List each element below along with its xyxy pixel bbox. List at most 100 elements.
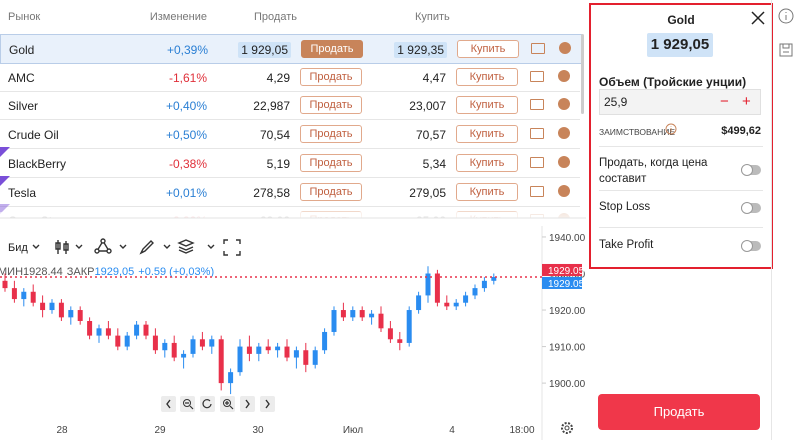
zoom-out[interactable] [180, 396, 195, 412]
candle-body [68, 310, 74, 318]
sell-value: 70,54 [259, 128, 290, 143]
market-row[interactable]: BlackBerry -0,38% 5,19 Продать 5,34 Купить [0, 146, 580, 178]
price-tag-label: 1929.05 [548, 279, 585, 290]
market-name: Silver [8, 99, 39, 114]
candle-body [77, 310, 83, 321]
save-tab[interactable] [778, 42, 794, 58]
reset[interactable] [200, 396, 215, 412]
candle-body [218, 339, 224, 384]
candle-icon[interactable] [55, 240, 69, 254]
candle-body [275, 346, 281, 351]
separator [599, 227, 763, 228]
candle-body [387, 328, 393, 340]
gear-hub [564, 425, 570, 431]
buy-button[interactable]: Купить [456, 67, 518, 86]
sell-button[interactable]: Продать [300, 96, 362, 115]
chevrons[interactable] [32, 244, 215, 249]
column-header: Купить [415, 11, 450, 23]
nav-right[interactable] [240, 396, 255, 412]
buy-button[interactable]: Купить [456, 182, 518, 201]
candle-body [115, 335, 121, 347]
market-row[interactable]: Gold +0,39% 1 929,05 Продать 1 929,35 Купить [0, 34, 582, 64]
nav-buttons[interactable] [161, 396, 275, 412]
sidebar [771, 0, 800, 440]
buy-price: 279,05 [366, 186, 446, 200]
take-profit-label: Take Profit [599, 239, 654, 251]
chart-icon[interactable] [530, 70, 544, 82]
stop-loss-toggle[interactable] [741, 202, 761, 214]
badge [0, 175, 10, 186]
fullscreen-icon[interactable] [223, 239, 241, 256]
buy-button[interactable]: Купить [457, 40, 519, 58]
sell-button[interactable]: Продать [300, 153, 362, 172]
settings[interactable] [561, 422, 573, 434]
plus-button[interactable]: + [742, 93, 751, 110]
sell-price: 1 929,05 [211, 42, 291, 58]
chart-icon[interactable] [530, 128, 544, 140]
gear[interactable] [561, 422, 573, 434]
watch-icon[interactable] [559, 42, 571, 54]
draw-icon[interactable] [95, 239, 111, 252]
candle-body [87, 321, 93, 336]
sell-when-toggle[interactable] [741, 164, 761, 176]
volume-value: 25,9 [604, 95, 628, 109]
sell-button[interactable]: Продать [300, 182, 362, 201]
buy-price: 70,57 [366, 128, 446, 142]
candle-body [331, 310, 337, 332]
buy-button[interactable]: Купить [456, 153, 518, 172]
chart-icon[interactable] [530, 185, 544, 197]
badge [0, 204, 10, 215]
separator [599, 146, 763, 147]
watch-icon[interactable] [558, 184, 570, 197]
order-panel: Gold 1 929,05 Объем (Тройские унции) 25,… [589, 3, 773, 269]
arrows [166, 399, 270, 409]
sell-price: 70,54 [210, 128, 290, 142]
sell-button[interactable]: Продать [300, 125, 362, 144]
candle-body [303, 350, 309, 365]
sell-price: 5,19 [210, 157, 290, 171]
panel-price: 1 929,05 [647, 33, 713, 57]
market-row[interactable]: Tesla +0,01% 278,58 Продать 279,05 Купить [0, 175, 580, 207]
toolbar[interactable] [32, 238, 241, 256]
chart-icon[interactable] [531, 43, 545, 54]
market-row[interactable]: AMC -1,61% 4,29 Продать 4,47 Купить [0, 63, 580, 92]
candle-body [96, 328, 102, 336]
watch-icon[interactable] [558, 155, 570, 168]
watch-icon[interactable] [558, 127, 570, 140]
sell-button[interactable]: Продать [301, 40, 363, 58]
info-icon[interactable] [665, 123, 677, 135]
nav-left[interactable] [161, 396, 176, 412]
market-row[interactable]: Silver +0,40% 22,987 Продать 23,007 Купить [0, 91, 580, 121]
price-tag [542, 276, 582, 289]
chart-icon[interactable] [530, 156, 544, 168]
chart-icon[interactable] [530, 99, 544, 111]
candle-body [162, 342, 168, 351]
submit-button[interactable]: Продать [598, 394, 760, 430]
separator [599, 190, 763, 191]
close-button[interactable] [751, 11, 765, 25]
change: +0,40% [165, 99, 207, 114]
ohlc-info: МИН1928.44 ЗАКР1929,05 +0.59 (+0,03%) [0, 266, 214, 278]
watch-icon[interactable] [558, 98, 570, 111]
watch-icon[interactable] [558, 69, 570, 82]
candle-body [434, 273, 440, 303]
change: +0,01% [165, 185, 207, 200]
layers-icon[interactable] [177, 239, 195, 254]
x-tick-label: 30 [252, 425, 264, 436]
borrowing-label: ЗАИМСТВОВАНИЕ [599, 127, 676, 137]
sell-button[interactable]: Продать [300, 67, 362, 86]
candle-body [134, 324, 140, 336]
sell-value: 22,987 [253, 99, 290, 114]
nav-end[interactable] [260, 396, 275, 412]
buy-button[interactable]: Купить [456, 96, 518, 115]
take-profit-toggle[interactable] [741, 240, 761, 252]
info-tab[interactable] [778, 8, 794, 24]
volume-input[interactable]: 25,9 − + [599, 89, 761, 115]
market-row[interactable]: Crude Oil +0,50% 70,54 Продать 70,57 Купить [0, 120, 580, 150]
price-type[interactable]: Бид [8, 242, 28, 254]
pen-icon[interactable] [139, 240, 154, 255]
buy-button[interactable]: Купить [456, 125, 518, 144]
minus-button[interactable]: − [720, 93, 729, 110]
candles [2, 266, 497, 395]
y-tick-label: 1910.00 [549, 343, 586, 354]
